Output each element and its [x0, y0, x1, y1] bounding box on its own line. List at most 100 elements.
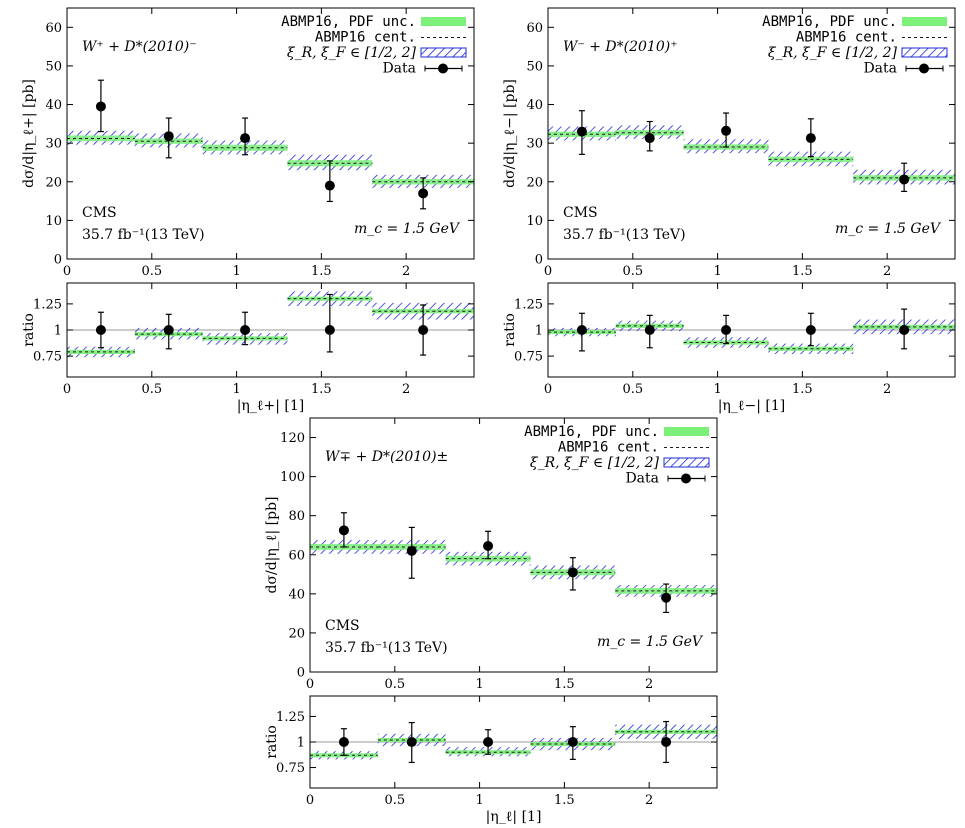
x-tick-label: 2 — [883, 264, 891, 279]
y-tick-label: 20 — [45, 175, 62, 190]
ratio-x-tick-label: 2 — [402, 382, 410, 397]
legend-entry-3: ξ_R, ξ_F ∈ [1/2, 2] — [287, 45, 417, 61]
y-tick-label: 60 — [288, 548, 305, 563]
ratio-x-tick-label: 1 — [475, 793, 483, 808]
ratio-pdf-band — [67, 349, 135, 355]
ratio-y-tick-label: 1.25 — [276, 710, 305, 725]
ratio-y-axis-label: ratio — [264, 725, 280, 759]
data-point — [483, 540, 494, 551]
ratio-data-point — [406, 737, 417, 747]
x-axis-label: |η_ℓ| [1] — [486, 809, 542, 824]
legend-swatch-scale — [420, 47, 467, 58]
ratio-x-tick-label: 0.5 — [384, 793, 405, 808]
legend-swatch-data-point — [438, 63, 448, 74]
legend-swatch-pdf — [902, 17, 947, 26]
ratio-plot: 0.75 1 1.25 0 0.5 1 1.5 2 ratio |η_ℓ+| [1] — [21, 282, 475, 414]
legend-swatch-data-point — [919, 63, 929, 74]
x-tick-label: 1.5 — [311, 264, 332, 279]
ratio-x-tick-label: 1.5 — [311, 382, 332, 397]
ratio-data-point — [338, 737, 349, 747]
legend-entry-4: Data — [863, 61, 897, 77]
legend-entry-2: ABMP16 cent. — [315, 30, 416, 46]
ratio-data-point — [483, 737, 494, 747]
ratio-data-point — [163, 325, 174, 335]
legend-entry-2: ABMP16 cent. — [558, 440, 659, 456]
data-point — [661, 592, 672, 603]
x-tick-label: 0.5 — [384, 677, 405, 692]
lumi-label: 35.7 fb⁻¹(13 TeV) — [82, 227, 205, 243]
y-axis-label: dσ/d|η_ℓ−| [pb] — [502, 79, 518, 188]
data-point — [576, 126, 587, 137]
process-label: W⁺ + D*(2010)⁻ — [82, 39, 197, 55]
legend-entry-1: ABMP16, PDF unc. — [762, 14, 897, 30]
process-label: W∓ + D*(2010)± — [325, 449, 448, 465]
data-point — [644, 133, 655, 144]
ratio-plot: 0.75 1 1.25 0 0.5 1 1.5 2 ratio |η_ℓ| [1] — [264, 695, 718, 825]
ratio-y-tick-label: 0.75 — [276, 761, 305, 776]
ratio-y-tick-label: 0.75 — [33, 350, 62, 365]
data-point — [163, 131, 174, 142]
ratio-y-axis-label: ratio — [21, 313, 37, 347]
process-label: W⁻ + D*(2010)⁺ — [563, 39, 678, 55]
y-tick-label: 40 — [45, 98, 62, 113]
x-tick-label: 1.5 — [792, 264, 813, 279]
legend-entry-1: ABMP16, PDF unc. — [524, 424, 659, 440]
ratio-x-tick-label: 0.5 — [622, 382, 643, 397]
ratio-data-point — [661, 737, 672, 747]
main-frame — [66, 7, 475, 260]
x-tick-label: 1 — [713, 264, 721, 279]
pdf-band — [67, 135, 135, 142]
legend-swatch-pdf — [664, 427, 709, 436]
ratio-x-tick-label: 1 — [232, 382, 240, 397]
ratio-data-point — [805, 325, 816, 335]
ratio-x-tick-label: 2 — [645, 793, 653, 808]
y-tick-label: 0 — [54, 253, 62, 268]
y-tick-label: 10 — [526, 214, 543, 229]
legend-entry-1: ABMP16, PDF unc. — [281, 14, 416, 30]
experiment-label: CMS — [563, 205, 598, 221]
ratio-y-tick-label: 1.25 — [514, 297, 543, 312]
lumi-label: 35.7 fb⁻¹(13 TeV) — [563, 227, 686, 243]
ratio-x-tick-label: 1.5 — [554, 793, 575, 808]
x-axis-label: |η_ℓ−| [1] — [718, 398, 786, 414]
experiment-label: CMS — [82, 205, 117, 221]
ratio-data-point — [95, 325, 106, 335]
ratio-y-tick-label: 1 — [535, 324, 543, 339]
legend: ABMP16, PDF unc.ABMP16 cent.ξ_R, ξ_F ∈ [… — [762, 14, 948, 77]
y-tick-label: 40 — [526, 98, 543, 113]
main-plot: 0 10 20 30 40 50 60 0 0.5 1 1.5 2 dσ/d|η_ℓ+| [pb] W⁺ … — [21, 7, 475, 279]
main-plot: 0 10 20 30 40 50 60 0 0.5 1 1.5 2 dσ/d|η_ℓ−| [pb] W⁻ … — [502, 7, 956, 279]
y-tick-label: 100 — [280, 470, 305, 485]
main-frame — [309, 417, 718, 673]
experiment-label: CMS — [325, 618, 360, 634]
legend-swatch-scale — [901, 47, 948, 58]
y-tick-label: 0 — [297, 666, 305, 681]
main-plot: 0 20 40 60 80 100 120 0 0.5 1 1.5 2 dσ/d|η_ℓ| [pb] W∓… — [264, 417, 718, 692]
y-tick-label: 50 — [45, 59, 62, 74]
x-axis-label: |η_ℓ+| [1] — [237, 398, 305, 414]
y-axis-label: dσ/d|η_ℓ| [pb] — [264, 496, 280, 593]
y-tick-label: 10 — [45, 214, 62, 229]
data-point — [899, 174, 910, 185]
data-point — [338, 525, 349, 536]
y-tick-label: 60 — [45, 21, 62, 36]
legend-entry-4: Data — [625, 471, 659, 487]
ratio-x-tick-label: 1.5 — [792, 382, 813, 397]
x-tick-label: 1.5 — [554, 677, 575, 692]
ratio-data-point — [576, 325, 587, 335]
ratio-plot: 0.75 1 1.25 0 0.5 1 1.5 2 ratio |η_ℓ−| [1] — [502, 282, 956, 414]
ratio-x-tick-label: 0.5 — [141, 382, 162, 397]
y-tick-label: 20 — [288, 626, 305, 641]
ratio-x-tick-label: 0 — [63, 382, 71, 397]
ratio-x-tick-label: 0 — [306, 793, 314, 808]
legend-entry-4: Data — [382, 61, 416, 77]
mass-label: m_c = 1.5 GeV — [835, 221, 942, 237]
ratio-data-point — [644, 325, 655, 335]
x-tick-label: 0 — [63, 264, 71, 279]
x-tick-label: 2 — [645, 677, 653, 692]
